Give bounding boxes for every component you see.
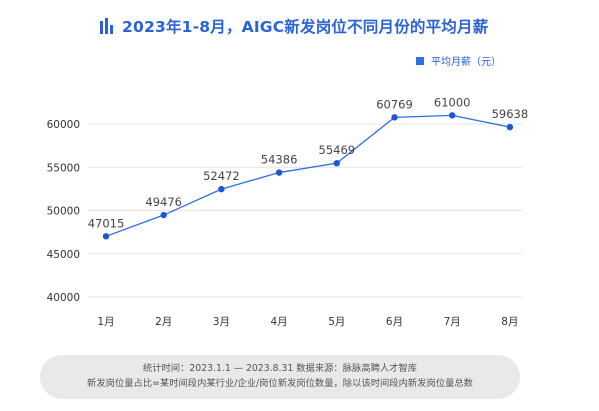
data-point <box>160 211 167 219</box>
data-label: 60769 <box>376 97 413 111</box>
legend-label: 平均月薪（元） <box>431 57 501 68</box>
data-label: 54386 <box>261 153 298 167</box>
series-line <box>105 114 511 237</box>
footer-line-2: 新发岗位量占比=某时间段内某行业/企业/岗位新发岗位数量，除以该时间段内新发岗位… <box>87 378 473 389</box>
x-tick-label: 7月 <box>444 316 461 328</box>
data-point <box>391 114 398 121</box>
x-tick-label: 6月 <box>386 316 403 328</box>
legend: 平均月薪（元） <box>416 53 501 68</box>
data-label: 52472 <box>203 169 240 183</box>
data-label: 55469 <box>319 143 356 157</box>
data-points <box>102 112 514 240</box>
y-tick-label: 40000 <box>47 292 80 304</box>
chart-title: 2023年1-8月，AIGC新发岗位不同月份的平均月薪 <box>122 18 489 36</box>
gridlines <box>88 123 522 298</box>
x-tick-label: 3月 <box>213 316 230 328</box>
data-label: 59638 <box>492 107 529 121</box>
x-tick-label: 1月 <box>97 316 114 328</box>
legend-swatch <box>416 56 424 65</box>
y-tick-label: 55000 <box>47 162 80 174</box>
data-label: 61000 <box>434 95 471 109</box>
data-label: 47015 <box>88 216 125 230</box>
bar-chart-icon <box>100 18 113 34</box>
chart-title-bar: 2023年1-8月，AIGC新发岗位不同月份的平均月薪 <box>100 14 488 38</box>
data-point <box>102 233 110 240</box>
footer-line-1: 统计时间：2023.1.1 — 2023.8.31 数据来源：脉脉高聘人才智库 <box>142 363 418 374</box>
y-axis-ticks: 40000 45000 50000 55000 60000 <box>47 119 80 304</box>
data-point <box>449 112 456 119</box>
y-tick-label: 60000 <box>47 119 80 131</box>
data-point <box>218 185 225 193</box>
footer-note: 统计时间：2023.1.1 — 2023.8.31 数据来源：脉脉高聘人才智库 … <box>40 355 520 399</box>
x-tick-label: 5月 <box>328 316 345 328</box>
data-labels: 47015 49476 52472 54386 55469 60769 61000 59638 <box>88 95 528 230</box>
data-point <box>275 169 283 176</box>
data-label: 49476 <box>145 195 182 209</box>
x-tick-label: 8月 <box>501 316 518 328</box>
data-point <box>333 159 340 167</box>
x-tick-label: 4月 <box>271 316 288 328</box>
x-axis-ticks: 1月 2月 3月 4月 5月 6月 7月 8月 <box>97 316 518 328</box>
line-chart: 40000 45000 50000 55000 60000 1月 2月 3月 4月 5月 6月 7月… <box>47 95 529 328</box>
y-tick-label: 50000 <box>47 206 80 218</box>
data-point <box>506 123 514 131</box>
x-tick-label: 2月 <box>155 316 172 328</box>
y-tick-label: 45000 <box>47 249 80 261</box>
